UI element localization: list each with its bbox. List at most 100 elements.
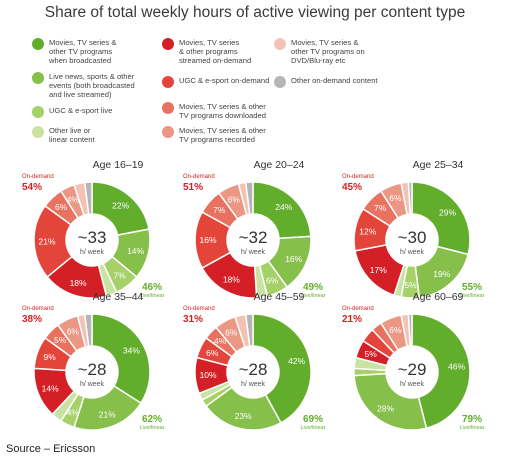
segment-label: 4% — [214, 336, 227, 346]
center-unit: h/ week — [400, 249, 425, 256]
donut-hole — [228, 347, 278, 397]
on-demand-label: On-demand — [183, 306, 215, 312]
donut-4: 34% 21% 4% 14% 9% 5%6% ~28 h/ week Age 35–44 On-d… — [22, 291, 165, 431]
legend-label: UGC & e-sport on-demand — [179, 76, 270, 85]
segment-label: 23% — [235, 411, 252, 421]
segment-label: 19% — [433, 269, 450, 279]
center-hours: ~32 — [239, 228, 268, 247]
legend-swatch — [274, 38, 286, 50]
donut-6: 46% 28% 5% 6% ~29 h/ week Age 60–69 On-demand 21… — [342, 291, 485, 431]
live-share: 55% — [462, 282, 482, 293]
segment-label: 6% — [206, 348, 219, 358]
segment-label: 6% — [266, 276, 279, 286]
segment-label: 4% — [67, 408, 80, 418]
donut-segment-live-events — [353, 372, 428, 431]
legend-label: Movies, TV series & other TV programs on… — [291, 38, 365, 65]
legend-swatch — [32, 126, 44, 138]
segment-label: 14% — [42, 384, 59, 394]
donut-segment-other-od — [83, 313, 93, 348]
segment-label: 5% — [404, 280, 417, 290]
live-share: 49% — [303, 282, 323, 293]
segment-label: 7% — [213, 205, 226, 215]
donut-hole — [228, 215, 278, 265]
center-unit: h/ week — [80, 381, 105, 388]
segment-label: 6% — [389, 193, 402, 203]
segment-label: 21% — [39, 236, 56, 246]
source-note: Source – Ericsson — [6, 443, 96, 455]
age-title: Age 45–59 — [254, 291, 305, 303]
legend-item-dvd: Movies, TV series & other TV programs on… — [274, 38, 365, 65]
age-title: Age 35–44 — [93, 291, 144, 303]
legend-item-ugc-live: UGC & e-sport live — [32, 106, 112, 118]
age-title: Age 20–24 — [254, 159, 305, 171]
segment-label: 22% — [112, 200, 129, 210]
on-demand-label: On-demand — [22, 174, 54, 180]
segment-label: 16% — [285, 254, 302, 264]
donut-segment-broadcast-tv — [411, 313, 471, 430]
segment-label: 6% — [67, 326, 80, 336]
center-hours: ~30 — [398, 228, 427, 247]
legend-label: Other live or linear content — [49, 126, 95, 144]
segment-label: 12% — [359, 227, 376, 237]
segment-label: 16% — [199, 235, 216, 245]
donut-segment-broadcast-tv — [91, 313, 151, 405]
segment-label: 42% — [288, 356, 305, 366]
segment-label: 29% — [439, 207, 456, 217]
on-demand-share: 54% — [22, 182, 42, 193]
segment-label: 6% — [55, 202, 68, 212]
segment-label: 7% — [113, 271, 126, 281]
live-linear-label: Live/linear — [300, 293, 325, 299]
segment-label: 17% — [370, 265, 387, 275]
donut-segment-broadcast-tv — [411, 181, 471, 256]
live-share: 69% — [303, 414, 323, 425]
legend: Movies, TV series & other TV programs wh… — [0, 0, 510, 150]
segment-label: 6% — [228, 194, 241, 204]
on-demand-share: 38% — [22, 314, 42, 325]
live-linear-label: Live/linear — [139, 293, 164, 299]
chart-title: Share of total weekly hours of active vi… — [44, 4, 466, 21]
center-hours: ~28 — [78, 360, 107, 379]
donut-1: 22% 14% 7% 18% 21% 6%4% ~33 h/ week Age 16–19 On-… — [22, 159, 165, 299]
segment-label: 21% — [99, 409, 116, 419]
center-unit: h/ week — [241, 381, 266, 388]
on-demand-share: 31% — [183, 314, 203, 325]
legend-item-streamed-od: Movies, TV series & other programs strea… — [162, 38, 251, 65]
segment-label: 14% — [127, 246, 144, 256]
live-share: 62% — [142, 414, 162, 425]
legend-label: Movies, TV series & other TV programs wh… — [49, 38, 117, 65]
legend-swatch — [162, 102, 174, 114]
age-title: Age 16–19 — [93, 159, 144, 171]
segment-label: 46% — [448, 361, 465, 371]
center-unit: h/ week — [241, 249, 266, 256]
on-demand-share: 51% — [183, 182, 203, 193]
center-hours: ~28 — [239, 360, 268, 379]
donut-hole — [67, 347, 117, 397]
center-unit: h/ week — [80, 249, 105, 256]
live-linear-label: Live/linear — [459, 293, 484, 299]
segment-label: 5% — [54, 335, 67, 345]
age-title: Age 25–34 — [413, 159, 464, 171]
donut-segment-other-od — [83, 181, 93, 216]
live-share: 46% — [142, 282, 162, 293]
legend-swatch — [32, 38, 44, 50]
legend-swatch — [162, 76, 174, 88]
legend-item-live-events: Live news, sports & other events (both b… — [32, 72, 135, 99]
donut-hole — [67, 215, 117, 265]
legend-swatch — [274, 76, 286, 88]
live-linear-label: Live/linear — [459, 425, 484, 431]
legend-swatch — [32, 106, 44, 118]
on-demand-share: 45% — [342, 182, 362, 193]
legend-item-ugc-od: UGC & e-sport on-demand — [162, 76, 269, 88]
legend-label: Other on-demand content — [291, 76, 378, 85]
segment-label: 7% — [374, 203, 387, 213]
donut-hole — [387, 347, 437, 397]
donut-3: 29% 19% 5% 17% 12% 7%6% ~30 h/ week Age 25–34 On-… — [342, 159, 485, 299]
legend-item-broadcast-tv: Movies, TV series & other TV programs wh… — [32, 38, 116, 65]
donut-segment-other-od — [244, 181, 254, 216]
segment-label: 6% — [389, 325, 402, 335]
center-hours: ~29 — [398, 360, 427, 379]
legend-label: Live news, sports & other events (both b… — [49, 72, 135, 99]
